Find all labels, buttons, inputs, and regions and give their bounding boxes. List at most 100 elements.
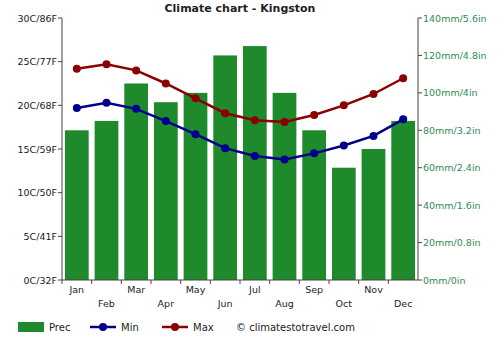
temp-point — [162, 117, 170, 125]
x-tick — [62, 280, 63, 284]
x-tick-label: Sep — [305, 284, 323, 295]
x-tick — [151, 280, 152, 284]
temp-point — [281, 155, 289, 163]
temp-point — [310, 149, 318, 157]
legend-label: Prec — [49, 322, 70, 333]
x-tick — [180, 280, 181, 284]
x-tick — [358, 280, 359, 284]
x-tick — [329, 280, 330, 284]
y-tick-label: 15C/59F — [18, 144, 57, 155]
y2-tick-label: 120mm/4.8in — [423, 50, 487, 61]
y2-tick — [418, 92, 422, 93]
temp-point — [340, 101, 348, 109]
y2-tick — [418, 130, 422, 131]
y2-tick — [418, 55, 422, 56]
y2-tick — [418, 242, 422, 243]
temp-point — [192, 130, 200, 138]
y-tick — [58, 280, 62, 281]
y2-tick-label: 100mm/4in — [423, 87, 478, 98]
y2-tick-label: 20mm/0.8in — [423, 237, 481, 248]
x-tick-label: Jul — [248, 284, 260, 295]
prec-bar — [154, 102, 178, 280]
x-tick-label: Aug — [275, 298, 294, 309]
prec-bar — [184, 93, 208, 280]
y2-tick — [418, 205, 422, 206]
prec-bar — [362, 149, 386, 280]
x-tick-label: Jun — [217, 298, 233, 309]
y-tick-label: 5C/41F — [24, 231, 57, 242]
x-tick-label: Mar — [127, 284, 145, 295]
x-tick — [240, 280, 241, 284]
y2-tick-label: 80mm/3.2in — [423, 125, 481, 136]
right-axis — [418, 18, 419, 280]
prec-bar — [243, 46, 267, 280]
legend-label: Max — [193, 322, 214, 333]
temp-point — [103, 99, 111, 107]
x-tick — [299, 280, 300, 284]
legend-swatch — [18, 322, 44, 332]
temp-point — [132, 66, 140, 74]
y-tick — [58, 105, 62, 106]
x-tick — [388, 280, 389, 284]
y-tick — [58, 61, 62, 62]
prec-bar — [391, 121, 415, 280]
y-tick-label: 25C/77F — [18, 56, 57, 67]
temp-point — [310, 111, 318, 119]
x-tick — [91, 280, 92, 284]
legend-label: Min — [121, 322, 139, 333]
y-tick-label: 30C/86F — [18, 13, 57, 24]
temp-point — [370, 90, 378, 98]
legend-swatch-marker — [171, 323, 179, 331]
y2-tick-label: 0mm/0in — [423, 275, 465, 286]
temp-point — [281, 118, 289, 126]
x-tick-label: Nov — [364, 284, 383, 295]
temp-point — [73, 104, 81, 112]
y-tick — [58, 149, 62, 150]
y-tick — [58, 18, 62, 19]
chart: Climate chart - Kingston 0C/32F 5C/41F 10C/… — [0, 0, 500, 350]
temp-point — [399, 115, 407, 123]
title: Climate chart - Kingston — [165, 2, 316, 15]
y-tick — [58, 192, 62, 193]
temp-point — [221, 144, 229, 152]
temp-point — [192, 94, 200, 102]
prec-bar — [302, 130, 326, 280]
x-tick — [210, 280, 211, 284]
y-tick — [58, 236, 62, 237]
y-tick-label: 20C/68F — [18, 100, 57, 111]
x-tick-label: Jan — [69, 284, 85, 295]
source-note: © climatestotravel.com — [236, 322, 355, 333]
temp-point — [399, 74, 407, 82]
temp-point — [221, 109, 229, 117]
legend-swatch-marker — [99, 323, 107, 331]
x-tick-label: May — [186, 284, 206, 295]
temp-point — [251, 116, 259, 124]
y2-tick-label: 140mm/5.6in — [423, 13, 487, 24]
x-tick-label: Dec — [394, 298, 412, 309]
temp-point — [103, 60, 111, 68]
prec-bar — [332, 168, 356, 280]
y-tick-label: 10C/50F — [18, 187, 57, 198]
y2-tick-label: 40mm/1.6in — [423, 200, 481, 211]
x-tick-label: Apr — [158, 298, 175, 309]
y2-tick — [418, 280, 422, 281]
prec-bar — [95, 121, 119, 280]
temp-line — [77, 103, 403, 160]
temp-point — [132, 105, 140, 113]
temp-point — [251, 152, 259, 160]
y2-tick — [418, 167, 422, 168]
prec-bar — [213, 55, 237, 280]
marks — [65, 46, 415, 280]
x-tick-label: Oct — [336, 298, 353, 309]
y2-tick-label: 60mm/2.4in — [423, 162, 481, 173]
y2-tick — [418, 18, 422, 19]
x-tick — [269, 280, 270, 284]
temp-point — [162, 80, 170, 88]
y-tick-label: 0C/32F — [24, 275, 57, 286]
temp-point — [73, 65, 81, 73]
x-tick-label: Feb — [98, 298, 115, 309]
prec-bar — [65, 130, 89, 280]
temp-point — [340, 142, 348, 150]
temp-point — [370, 132, 378, 140]
x-tick — [121, 280, 122, 284]
